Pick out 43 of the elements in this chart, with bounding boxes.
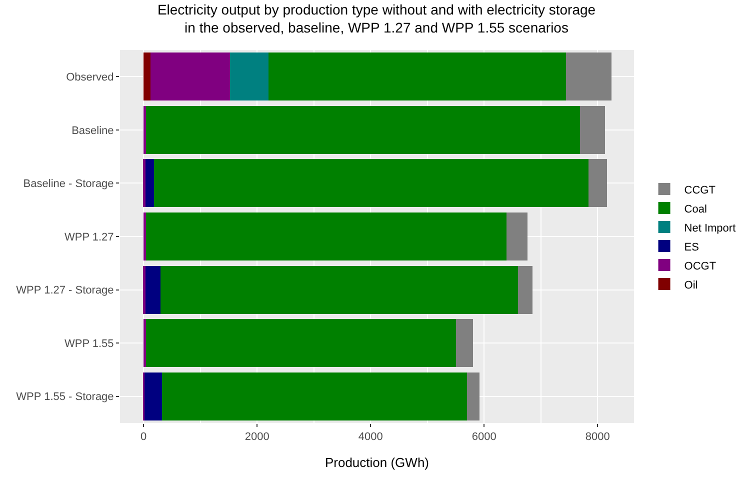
bar [144, 52, 150, 101]
bar [146, 106, 580, 154]
bar [456, 319, 474, 368]
y-tick-label: Baseline [72, 124, 114, 137]
x-tick-label: 8000 [585, 431, 610, 444]
bar [580, 106, 606, 154]
bar [518, 266, 533, 314]
bar [145, 266, 161, 314]
x-tick-label: 6000 [472, 431, 496, 444]
x-axis-title: Production (GWh) [324, 454, 430, 470]
bar [145, 159, 154, 208]
bar [146, 212, 507, 260]
bar [144, 372, 162, 420]
y-tick-label: Baseline - Storage [23, 178, 114, 190]
legend-label: Coal [684, 203, 707, 216]
y-tick-label: WPP 1.27 [64, 231, 114, 244]
bar [588, 159, 608, 208]
y-tick-label: WPP 1.27 - Storage [16, 284, 114, 297]
x-tick-label: 4000 [358, 431, 383, 444]
bar [154, 159, 589, 208]
bar [160, 266, 518, 314]
x-tick-label: 2000 [244, 431, 270, 444]
bar [467, 372, 480, 420]
y-tick-label: Observed [66, 71, 114, 84]
legend-label: ES [684, 241, 699, 254]
bar [230, 52, 268, 101]
x-tick-label: 0 [140, 431, 147, 444]
legend-label: OCGT [684, 260, 716, 272]
bar [162, 372, 468, 420]
bar [506, 212, 528, 260]
bar [150, 52, 230, 101]
y-tick-label: WPP 1.55 [64, 338, 114, 350]
bar [268, 52, 566, 101]
bar [144, 106, 146, 154]
legend-label: CCGT [684, 184, 716, 196]
bar [566, 52, 612, 101]
bar [144, 212, 146, 260]
legend-label: Net Import [684, 222, 736, 234]
y-tick-label: WPP 1.55 - Storage [16, 391, 114, 404]
chart-title: Electricity output by production type without and with electricity storage in the observed, baseline, WPP 1.27 and WPP 1.55 scenarios [157, 1, 596, 36]
bar [146, 319, 456, 368]
bar [144, 319, 146, 368]
legend-label: Oil [684, 279, 698, 292]
